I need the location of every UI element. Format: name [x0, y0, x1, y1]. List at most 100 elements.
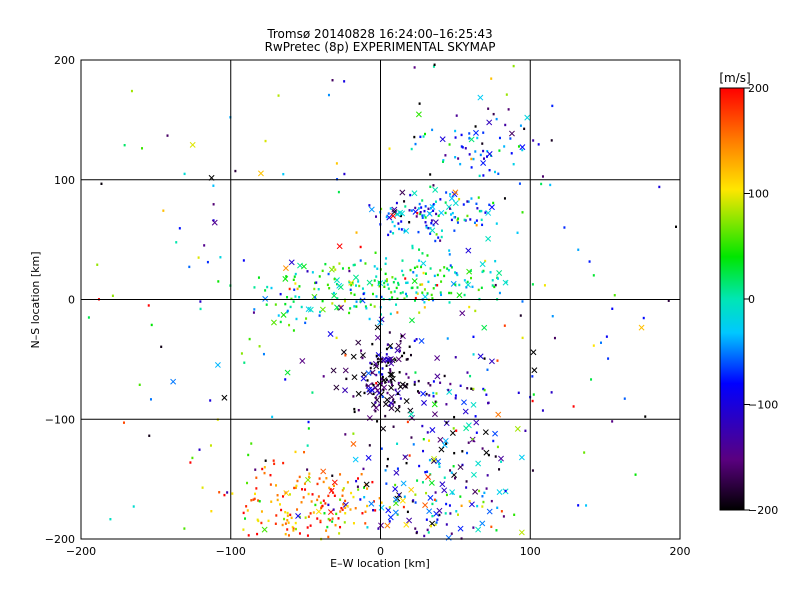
data-point-x	[403, 227, 410, 234]
data-point	[413, 66, 416, 69]
data-point	[476, 136, 479, 140]
data-point	[498, 291, 501, 295]
data-point	[366, 504, 369, 508]
data-point-x	[411, 278, 418, 285]
data-point	[448, 249, 451, 252]
data-point	[470, 387, 473, 390]
data-point	[366, 526, 369, 529]
data-point-x	[392, 509, 399, 516]
chart-subtitle: RwPretec (8p) EXPERIMENTAL SKYMAP	[265, 40, 496, 54]
data-point	[438, 513, 441, 517]
data-point	[387, 233, 390, 237]
data-point	[247, 534, 250, 537]
data-point	[255, 476, 258, 479]
data-point	[550, 139, 553, 142]
data-point	[257, 499, 260, 502]
data-point	[339, 473, 342, 476]
data-point-x	[261, 526, 268, 533]
data-point	[377, 282, 380, 285]
data-point	[387, 361, 390, 364]
data-point	[405, 292, 408, 296]
data-point	[380, 207, 383, 211]
data-point	[270, 286, 273, 290]
data-point	[398, 227, 401, 231]
data-point	[319, 310, 322, 314]
data-point	[332, 508, 335, 511]
data-point-x	[473, 129, 479, 136]
data-point	[326, 525, 329, 529]
data-point-x	[438, 209, 445, 216]
data-point-x	[360, 352, 366, 359]
data-point	[360, 473, 363, 476]
data-point-x	[438, 446, 445, 453]
data-point	[418, 464, 421, 468]
data-point-x	[336, 243, 343, 250]
data-point	[396, 392, 399, 396]
data-point	[394, 358, 397, 362]
data-point	[401, 354, 404, 358]
data-point	[563, 226, 566, 229]
data-point	[345, 377, 348, 381]
data-point	[448, 504, 451, 507]
data-point	[373, 279, 376, 282]
data-point	[279, 292, 282, 296]
data-point	[480, 286, 483, 290]
colorbar-tick-label: 100	[748, 188, 769, 201]
data-point	[357, 488, 360, 491]
data-point	[325, 477, 328, 480]
data-point	[448, 301, 451, 304]
data-point	[375, 382, 378, 385]
data-point	[269, 483, 272, 486]
data-point	[199, 307, 202, 311]
x-tick-label: 100	[520, 545, 541, 558]
data-point	[417, 379, 420, 383]
data-point	[414, 371, 417, 374]
data-point	[384, 381, 387, 384]
data-point	[456, 273, 459, 277]
data-point-x	[518, 454, 525, 461]
data-point	[318, 477, 321, 480]
data-point	[464, 147, 467, 150]
data-point-x	[475, 526, 482, 533]
data-point	[258, 345, 261, 348]
data-point	[293, 288, 296, 291]
data-point	[339, 510, 342, 513]
data-point	[485, 155, 488, 158]
data-point	[428, 439, 431, 442]
data-point-x	[342, 387, 348, 394]
data-point	[340, 506, 343, 510]
data-point	[410, 436, 413, 439]
data-point	[432, 380, 435, 383]
data-point	[521, 148, 524, 152]
data-point	[360, 349, 363, 352]
data-point-x	[381, 377, 388, 384]
data-point	[375, 275, 378, 278]
data-point-x	[368, 206, 375, 213]
data-point-x	[472, 488, 479, 495]
data-point	[294, 521, 297, 525]
data-point	[517, 145, 520, 148]
data-point-x	[530, 349, 537, 356]
data-point	[427, 531, 430, 534]
data-point	[453, 216, 456, 219]
data-point	[298, 475, 301, 479]
data-point-x	[399, 497, 406, 504]
data-point	[286, 519, 289, 522]
data-point	[387, 380, 390, 383]
data-point	[394, 277, 397, 281]
data-point	[532, 393, 535, 396]
data-point	[494, 170, 497, 174]
data-point	[309, 512, 312, 515]
data-point	[433, 274, 436, 278]
data-point	[344, 433, 347, 436]
data-point	[388, 331, 391, 334]
data-point	[304, 516, 307, 519]
data-point	[449, 512, 452, 515]
data-point	[446, 337, 449, 340]
data-point	[253, 286, 256, 289]
data-point	[496, 445, 499, 449]
data-point-x	[320, 468, 327, 475]
data-point	[469, 374, 472, 378]
data-point-x	[457, 525, 464, 532]
data-point	[296, 508, 299, 511]
